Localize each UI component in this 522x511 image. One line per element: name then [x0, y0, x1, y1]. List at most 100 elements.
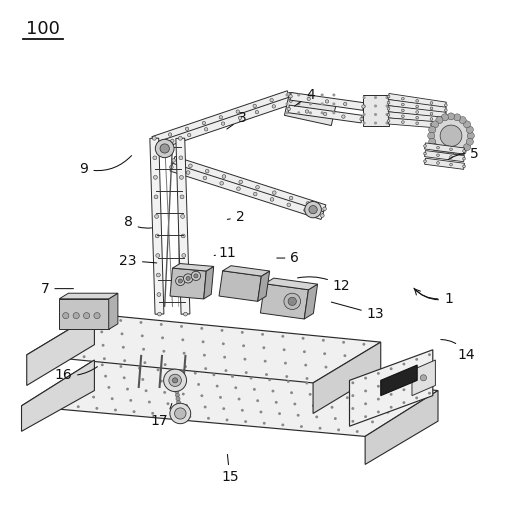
Circle shape	[156, 253, 160, 258]
Circle shape	[219, 396, 222, 399]
Circle shape	[194, 274, 198, 278]
Circle shape	[156, 140, 174, 158]
Circle shape	[108, 386, 110, 389]
Circle shape	[155, 234, 159, 238]
Circle shape	[175, 276, 185, 286]
Polygon shape	[424, 158, 465, 169]
Circle shape	[182, 392, 185, 396]
Circle shape	[368, 409, 371, 412]
Circle shape	[141, 378, 144, 381]
Circle shape	[174, 408, 186, 419]
Polygon shape	[258, 271, 270, 301]
Circle shape	[309, 111, 312, 114]
Circle shape	[70, 383, 73, 386]
Circle shape	[179, 136, 182, 140]
Circle shape	[449, 164, 453, 166]
Circle shape	[415, 397, 418, 399]
Circle shape	[420, 375, 426, 381]
Circle shape	[305, 201, 322, 218]
Circle shape	[202, 122, 206, 125]
Circle shape	[170, 166, 173, 169]
Text: 16: 16	[54, 367, 98, 382]
Circle shape	[343, 102, 347, 106]
Circle shape	[172, 378, 177, 383]
Circle shape	[466, 126, 473, 133]
Circle shape	[151, 138, 155, 142]
Circle shape	[126, 388, 129, 390]
Circle shape	[176, 401, 181, 405]
Circle shape	[447, 113, 455, 120]
Circle shape	[177, 404, 181, 408]
Circle shape	[182, 253, 186, 258]
Circle shape	[175, 393, 180, 397]
Circle shape	[176, 397, 180, 401]
Circle shape	[185, 127, 189, 130]
Circle shape	[287, 380, 290, 383]
Circle shape	[417, 391, 420, 394]
Circle shape	[288, 297, 296, 306]
Circle shape	[362, 105, 365, 108]
Circle shape	[92, 396, 95, 399]
Circle shape	[390, 393, 393, 396]
Polygon shape	[424, 143, 465, 154]
Circle shape	[154, 195, 158, 199]
Circle shape	[177, 408, 182, 412]
Circle shape	[201, 340, 205, 343]
Circle shape	[272, 105, 276, 108]
Circle shape	[287, 107, 290, 110]
Circle shape	[464, 144, 471, 151]
Circle shape	[223, 356, 226, 359]
Circle shape	[321, 214, 324, 217]
Circle shape	[385, 96, 388, 99]
Circle shape	[55, 392, 58, 395]
Circle shape	[444, 119, 447, 122]
Circle shape	[436, 117, 443, 124]
Circle shape	[444, 124, 447, 127]
Circle shape	[104, 375, 107, 378]
Circle shape	[111, 397, 114, 400]
Circle shape	[374, 122, 377, 125]
Text: 13: 13	[331, 302, 384, 321]
Circle shape	[324, 112, 327, 115]
Text: 3: 3	[227, 111, 247, 129]
Circle shape	[188, 164, 192, 168]
Circle shape	[429, 138, 436, 145]
Circle shape	[236, 187, 240, 191]
Circle shape	[428, 132, 435, 139]
Circle shape	[286, 111, 289, 114]
Circle shape	[303, 351, 306, 353]
Circle shape	[466, 138, 473, 145]
Circle shape	[220, 181, 223, 185]
Circle shape	[170, 403, 191, 424]
Circle shape	[416, 117, 419, 119]
Circle shape	[142, 348, 145, 351]
Circle shape	[428, 379, 431, 382]
Circle shape	[364, 398, 367, 401]
Circle shape	[459, 117, 466, 124]
Circle shape	[163, 369, 186, 391]
Polygon shape	[313, 342, 381, 413]
Circle shape	[205, 169, 209, 173]
Circle shape	[428, 353, 431, 356]
Circle shape	[261, 333, 264, 336]
Circle shape	[183, 293, 187, 296]
Circle shape	[101, 363, 104, 366]
Circle shape	[462, 150, 466, 152]
Circle shape	[436, 148, 443, 155]
Circle shape	[374, 104, 377, 107]
Circle shape	[444, 114, 447, 117]
Text: 6: 6	[277, 251, 299, 265]
Circle shape	[351, 394, 354, 397]
Polygon shape	[260, 284, 309, 319]
Circle shape	[305, 377, 309, 380]
Circle shape	[342, 341, 345, 344]
Polygon shape	[388, 118, 446, 129]
Circle shape	[244, 420, 247, 423]
Circle shape	[321, 94, 324, 97]
Circle shape	[270, 99, 274, 102]
Circle shape	[360, 118, 363, 121]
Circle shape	[305, 110, 309, 113]
Polygon shape	[412, 360, 435, 396]
Circle shape	[371, 421, 374, 423]
Circle shape	[387, 101, 390, 104]
